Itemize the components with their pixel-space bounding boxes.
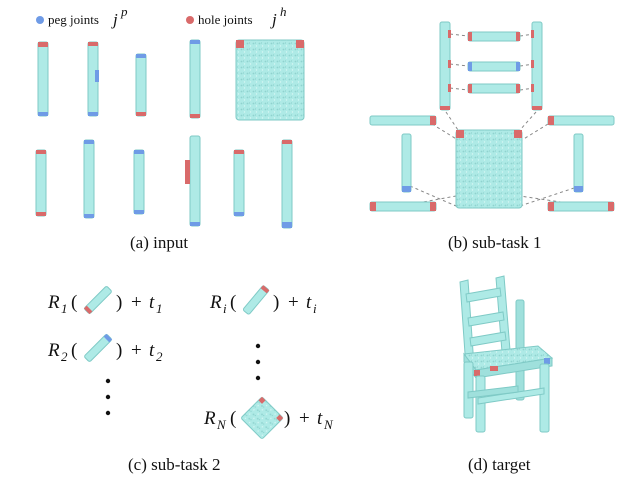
hole-joint-sup: h bbox=[280, 4, 287, 19]
formula-r2-tsub: 2 bbox=[156, 349, 163, 364]
input-part-2 bbox=[87, 41, 99, 117]
panel-b-subtask1: (b) sub-task 1 bbox=[369, 21, 615, 252]
rotated-part-icon bbox=[83, 286, 112, 315]
peg-joints-label: peg joints bbox=[48, 12, 99, 27]
ellipsis-dots-left bbox=[105, 378, 111, 416]
backrest-post-left bbox=[439, 21, 451, 111]
backrest-post-right bbox=[531, 21, 543, 111]
formula-r2-close-paren: ) bbox=[116, 340, 122, 361]
formula-r1-rsub: 1 bbox=[61, 301, 68, 316]
formula-r2-rsub: 2 bbox=[61, 349, 68, 364]
caption-b: (b) sub-task 1 bbox=[448, 233, 541, 252]
input-part-5 bbox=[35, 149, 47, 217]
hole-joints-label: hole joints bbox=[198, 12, 253, 27]
formula-r1-t: t bbox=[149, 292, 155, 313]
panel-c-subtask2: R 1 ( ) + t 1 R 2 ( ) + t 2 bbox=[47, 285, 334, 474]
peg-joint-legend-dot bbox=[36, 16, 44, 24]
input-part-6 bbox=[83, 139, 95, 219]
side-rail-left-bottom bbox=[369, 201, 437, 212]
formula-r1: R 1 ( ) + t 1 bbox=[47, 286, 163, 316]
formula-rn-R: R bbox=[203, 408, 216, 429]
formula-rn-tsub: N bbox=[323, 417, 334, 432]
formula-ri-plus: + bbox=[288, 292, 299, 313]
hole-joint-symbol: j bbox=[270, 10, 277, 29]
backrest-rung-3 bbox=[467, 83, 521, 94]
formula-r1-tsub: 1 bbox=[156, 301, 163, 316]
side-rail-right-top bbox=[547, 115, 615, 126]
input-seat-part bbox=[235, 39, 305, 121]
formula-ri-tsub: i bbox=[313, 301, 317, 316]
panel-a-input: (a) input bbox=[35, 39, 305, 252]
input-part-10 bbox=[281, 139, 293, 229]
formula-r2-R: R bbox=[47, 340, 60, 361]
caption-a: (a) input bbox=[130, 233, 188, 252]
input-part-9 bbox=[233, 149, 245, 217]
backrest-rung-2 bbox=[467, 61, 521, 72]
ellipsis-dots-right bbox=[255, 343, 261, 381]
caption-d: (d) target bbox=[468, 455, 531, 474]
peg-joint-symbol: j bbox=[111, 10, 118, 29]
input-part-8 bbox=[185, 135, 201, 227]
side-rail-left-top bbox=[369, 115, 437, 126]
legend: peg joints j p hole joints j h bbox=[36, 4, 287, 29]
seat-part bbox=[455, 129, 523, 209]
input-part-3 bbox=[135, 53, 147, 117]
formula-ri-R: R bbox=[209, 292, 222, 313]
assembled-chair bbox=[459, 275, 554, 433]
formula-r2-open-paren: ( bbox=[71, 340, 77, 361]
rotated-part-icon bbox=[242, 285, 270, 315]
hole-joint-legend-dot bbox=[186, 16, 194, 24]
formula-r2-plus: + bbox=[131, 340, 142, 361]
formula-r1-R: R bbox=[47, 292, 60, 313]
rotated-seat-icon bbox=[241, 396, 284, 439]
formula-r2-t: t bbox=[149, 340, 155, 361]
formula-ri: R i ( ) + t i bbox=[209, 285, 317, 316]
formula-rn-close-paren: ) bbox=[284, 408, 290, 429]
rotated-part-icon bbox=[84, 333, 113, 362]
formula-ri-t: t bbox=[306, 292, 312, 313]
panel-d-target: (d) target bbox=[459, 275, 554, 474]
caption-c: (c) sub-task 2 bbox=[128, 455, 221, 474]
formula-rn-plus: + bbox=[299, 408, 310, 429]
backrest-rung-1 bbox=[467, 31, 521, 42]
formula-r1-plus: + bbox=[131, 292, 142, 313]
formula-ri-open-paren: ( bbox=[230, 292, 236, 313]
input-part-4 bbox=[189, 39, 201, 119]
formula-rn-open-paren: ( bbox=[230, 408, 236, 429]
side-post-right bbox=[573, 133, 584, 193]
formula-r1-close-paren: ) bbox=[116, 292, 122, 313]
side-rail-right-bottom bbox=[547, 201, 615, 212]
formula-r1-open-paren: ( bbox=[71, 292, 77, 313]
formula-rn-t: t bbox=[317, 408, 323, 429]
formula-rn-rsub: N bbox=[216, 417, 227, 432]
formula-r2: R 2 ( ) + t 2 bbox=[47, 333, 163, 364]
peg-joint-sup: p bbox=[120, 4, 128, 19]
formula-ri-close-paren: ) bbox=[273, 292, 279, 313]
input-part-7 bbox=[133, 149, 145, 215]
formula-rn: R N ( ) + t N bbox=[203, 396, 334, 439]
formula-ri-rsub: i bbox=[223, 301, 227, 316]
side-post-left bbox=[401, 133, 412, 193]
input-part-1 bbox=[37, 41, 49, 117]
